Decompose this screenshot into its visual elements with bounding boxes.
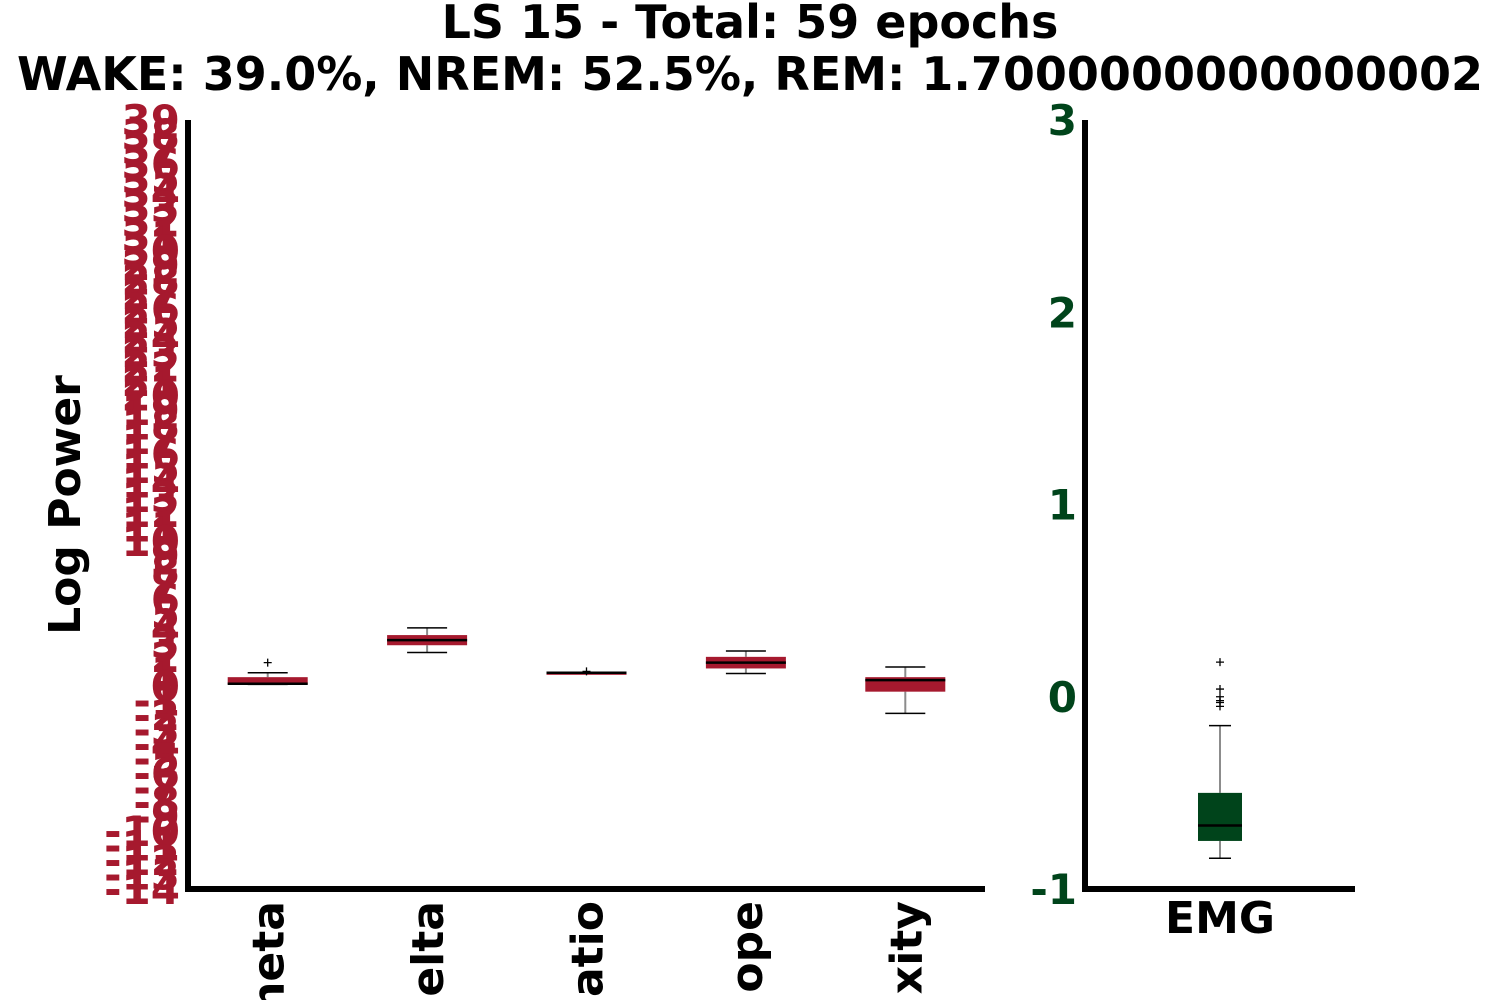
outlier-marker — [1216, 685, 1224, 694]
y-tick-label: 27 — [122, 270, 180, 319]
outlier-marker — [1216, 702, 1224, 711]
y-tick-label: 34 — [122, 169, 180, 218]
y-tick-label: -9 — [133, 792, 180, 841]
y-tick-label: 10 — [122, 517, 180, 566]
outlier-marker — [263, 658, 272, 667]
x-tick-label: elta — [403, 901, 454, 997]
y-tick-label: 0 — [1048, 673, 1077, 722]
y-tick-label: 29 — [122, 241, 180, 290]
y-tick-label: 8 — [151, 546, 180, 595]
x-tick-label: heta — [244, 901, 295, 1000]
outlier-marker — [1216, 658, 1224, 667]
y-tick-label: 5 — [151, 589, 180, 638]
y-tick-label: 24 — [122, 314, 180, 363]
y-tick-label: -5 — [133, 734, 180, 783]
y-tick-label: 15 — [122, 444, 180, 493]
y-tick-label: 0 — [151, 662, 180, 711]
y-tick-label: 11 — [122, 502, 180, 551]
y-tick-label: 20 — [122, 372, 180, 421]
y-tick-label: 21 — [122, 357, 180, 406]
y-tick-label: 4 — [151, 604, 180, 653]
chart-title: LS 15 - Total: 59 epochs — [442, 0, 1059, 49]
y-tick-label: 38 — [122, 111, 180, 160]
y-tick-label: -7 — [133, 763, 180, 812]
y-tick-label: -6 — [133, 749, 180, 798]
y-tick-label: 2 — [1048, 288, 1077, 337]
y-tick-label: 28 — [122, 256, 180, 305]
y-tick-label: -3 — [133, 705, 180, 754]
y-tick-label: -4 — [133, 720, 180, 769]
y-tick-label: -1 — [1030, 865, 1077, 914]
y-tick-label: -8 — [133, 778, 180, 827]
y-tick-label: 39 — [122, 96, 180, 145]
y-tick-label: 16 — [122, 430, 180, 479]
box-iqr — [227, 677, 308, 685]
box-iqr — [1198, 792, 1242, 841]
y-tick-label: 9 — [151, 531, 180, 580]
y-tick-label: 3 — [1048, 96, 1077, 145]
y-tick-label: -12 — [104, 836, 180, 885]
y-tick-label: 25 — [122, 299, 180, 348]
outlier-marker — [582, 667, 591, 676]
y-tick-label: 1 — [1048, 481, 1077, 530]
x-tick-label: EMG — [1165, 893, 1275, 944]
y-tick-label: 32 — [122, 198, 180, 247]
y-tick-label: 36 — [122, 140, 180, 189]
y-tick-label: 12 — [122, 488, 180, 537]
x-tick-label: xity — [881, 901, 932, 994]
x-tick-label: atio — [563, 901, 614, 997]
emg-boxplot-panel: 3 2 1 0 -1 EMG — [1030, 96, 1355, 944]
y-tick-label: -1 — [133, 676, 180, 725]
chart-subtitle: WAKE: 39.0%, NREM: 52.5%, REM: 1.7000000… — [17, 47, 1483, 101]
y-tick-label: 7 — [151, 560, 180, 609]
y-tick-label: -14 — [104, 865, 180, 914]
y-tick-label: 33 — [122, 183, 180, 232]
left-boxplot-panel: 3938373635343332313029282726252423222120… — [104, 96, 985, 1000]
y-tick-label: -10 — [104, 807, 180, 856]
y-tick-label: 37 — [122, 125, 180, 174]
y-tick-label: 35 — [122, 154, 180, 203]
x-tick-label: ope — [722, 901, 773, 993]
y-tick-label: 19 — [122, 386, 180, 435]
y-tick-label: 31 — [122, 212, 180, 261]
y-tick-label: 6 — [151, 575, 180, 624]
y-tick-label: 14 — [122, 459, 180, 508]
y-tick-label: 3 — [151, 618, 180, 667]
y-tick-label: 22 — [122, 343, 180, 392]
y-tick-label: 17 — [122, 415, 180, 464]
y-tick-label: 26 — [122, 285, 180, 334]
y-tick-label: -2 — [133, 691, 180, 740]
y-tick-label: -11 — [104, 821, 180, 870]
y-tick-label: 13 — [122, 473, 180, 522]
y-tick-label: 1 — [151, 647, 180, 696]
y-tick-label: 23 — [122, 328, 180, 377]
y-axis-label: Log Power — [40, 375, 91, 635]
y-tick-label: -13 — [104, 850, 180, 899]
y-tick-label: 18 — [122, 401, 180, 450]
y-tick-label: 2 — [151, 633, 180, 682]
y-tick-label: 30 — [122, 227, 180, 276]
